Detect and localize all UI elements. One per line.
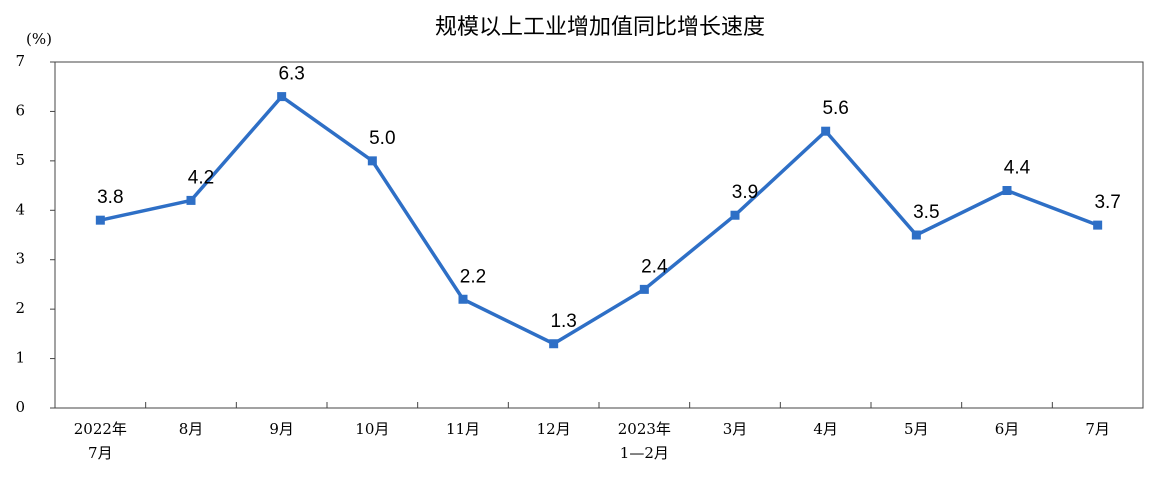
- value-label: 4.4: [1004, 158, 1031, 179]
- plot-frame: [54, 61, 1144, 409]
- x-tick-label: 10月: [355, 420, 389, 438]
- value-label: 3.8: [97, 187, 123, 208]
- marker: [549, 339, 559, 349]
- value-label: 3.5: [913, 202, 939, 223]
- value-label: 5.0: [369, 128, 395, 149]
- value-label: 2.2: [460, 266, 486, 287]
- value-label: 4.2: [188, 167, 214, 188]
- chart-title: 规模以上工业增加值同比增长速度: [435, 15, 765, 40]
- marker: [95, 215, 105, 225]
- value-label: 2.4: [641, 256, 668, 277]
- y-tick-label: 6: [15, 101, 25, 119]
- x-tick-label: 2022年 7月: [74, 420, 127, 462]
- marker: [1002, 186, 1012, 196]
- y-tick-label: 7: [15, 52, 25, 70]
- x-tick-label: 11月: [446, 420, 480, 438]
- x-tick-label: 2023年 1—2月: [618, 420, 671, 462]
- marker: [277, 92, 287, 102]
- y-tick-label: 0: [15, 398, 25, 416]
- marker: [186, 195, 196, 205]
- value-label: 5.6: [822, 98, 848, 119]
- value-label: 3.9: [732, 182, 758, 203]
- y-axis-label: (%): [26, 30, 52, 48]
- marker: [1093, 220, 1103, 230]
- marker: [639, 284, 649, 294]
- marker: [458, 294, 468, 304]
- x-tick-label: 5月: [904, 420, 929, 438]
- x-tick-label: 12月: [537, 420, 571, 438]
- y-tick-label: 1: [15, 349, 25, 367]
- value-label: 3.7: [1094, 192, 1120, 213]
- line: [99, 94, 1099, 346]
- y-tick-label: 3: [15, 250, 25, 268]
- y-tick-label: 5: [15, 151, 25, 169]
- marker: [367, 156, 377, 166]
- marker: [730, 210, 740, 220]
- value-label: 6.3: [278, 64, 304, 85]
- x-tick-label: 3月: [723, 420, 748, 438]
- y-tick-label: 4: [15, 200, 25, 218]
- x-tick-label: 4月: [813, 420, 838, 438]
- x-tick-label: 8月: [179, 420, 204, 438]
- marker: [911, 230, 921, 240]
- value-label: 1.3: [550, 311, 576, 332]
- marker: [821, 126, 831, 136]
- x-tick-label: 9月: [269, 420, 294, 438]
- y-tick-label: 2: [15, 299, 25, 317]
- x-tick-label: 6月: [995, 420, 1020, 438]
- x-tick-label: 7月: [1085, 420, 1110, 438]
